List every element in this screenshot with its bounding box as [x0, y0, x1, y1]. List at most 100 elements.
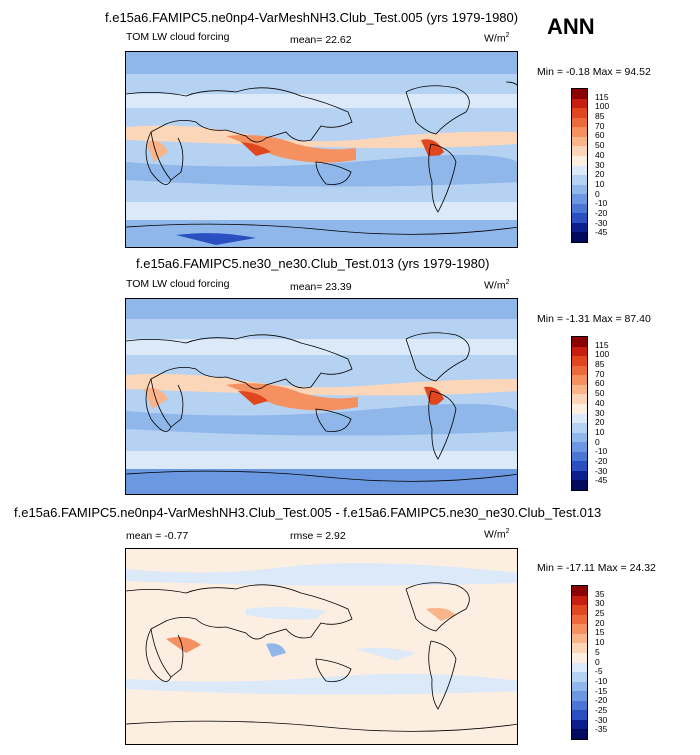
panel3-colorbar-segment [572, 672, 587, 682]
panel3-colorbar-segment [572, 605, 587, 615]
panel3-title: f.e15a6.FAMIPC5.ne0np4-VarMeshNH3.Club_T… [14, 505, 602, 520]
panel1-map [125, 51, 518, 248]
panel1-title: f.e15a6.FAMIPC5.ne0np4-VarMeshNH3.Club_T… [105, 10, 519, 25]
panel3-colorbar-segment [572, 643, 587, 653]
panel2-colorbar-tick-label: 10 [595, 426, 605, 437]
panel3-colorbar-tick-label: -10 [595, 675, 608, 686]
panel1-colorbar-tick-label: -45 [595, 227, 608, 238]
panel1-mean: mean= 22.62 [290, 34, 352, 46]
panel1-variable: TOM LW cloud forcing [126, 31, 230, 43]
panel1-colorbar-segment [572, 194, 587, 204]
panel2-title: f.e15a6.FAMIPC5.ne30_ne30.Club_Test.013 … [136, 256, 490, 271]
panel3-colorbar-tick-label: -30 [595, 714, 608, 725]
panel2-colorbar-tick-label: 100 [595, 349, 610, 360]
panel2-colorbar-tick-label: 115 [595, 339, 609, 350]
panel2-colorbar-tick-label: -20 [595, 455, 608, 466]
panel2-colorbar-segment [572, 423, 587, 433]
panel2-units: W/m2 [484, 279, 510, 292]
panel1-colorbar-tick-label: 30 [595, 159, 605, 170]
panel3-colorbar-segment [572, 633, 587, 644]
panel3-colorbar-segment [572, 586, 587, 596]
panel3-rmse: rmse = 2.92 [290, 530, 346, 542]
panel1-colorbar-segment [572, 108, 587, 118]
panel1-colorbar-segment [572, 175, 587, 185]
panel2-colorbar-segment [572, 356, 587, 366]
panel1-map-svg [126, 52, 517, 247]
panel3-colorbar-tick-label: 0 [595, 656, 600, 667]
panel1-colorbar-tick-label: -20 [595, 207, 608, 218]
panel1-colorbar-segment [572, 155, 587, 166]
panel1-colorbar-tick-label: 50 [595, 140, 605, 151]
panel3-minmax: Min = -17.11 Max = 24.32 [537, 562, 656, 574]
panel3-colorbar-segment [572, 719, 587, 730]
panel2-colorbar-tick-label: 60 [595, 378, 605, 389]
panel3-colorbar-tick-label: 25 [595, 608, 605, 619]
season-label: ANN [547, 14, 595, 39]
panel2-colorbar-tick-label: 50 [595, 388, 605, 399]
panel1-colorbar-tick-label: 40 [595, 149, 605, 160]
panel1-colorbar-segment [572, 146, 587, 156]
panel3-colorbar-tick-label: 35 [595, 588, 605, 599]
panel3-colorbar-tick-label: 30 [595, 598, 605, 609]
panel2-map-svg [126, 299, 517, 494]
panel3-colorbar-segment [572, 624, 587, 634]
panel1-colorbar-tick-label: 100 [595, 101, 610, 112]
panel2-variable: TOM LW cloud forcing [126, 278, 230, 290]
panel3-map [125, 548, 518, 745]
panel2-colorbar-segment [572, 365, 587, 376]
panel3-colorbar-segment [572, 681, 587, 692]
panel2-colorbar-segment [572, 451, 587, 462]
panel1-units: W/m2 [484, 32, 510, 45]
panel3-colorbar-tick-label: 20 [595, 617, 605, 628]
panel2-colorbar-segment [572, 346, 587, 357]
panel2-colorbar-tick-label: 0 [595, 436, 600, 447]
panel2-colorbar-segment [572, 337, 587, 347]
panel1-minmax: Min = -0.18 Max = 94.52 [537, 66, 651, 78]
panel2-colorbar-tick-label: 30 [595, 407, 605, 418]
panel3-colorbar-tick-label: 5 [595, 646, 600, 657]
panel2-colorbar-tick-label: -45 [595, 475, 608, 486]
panel2-mean: mean= 23.39 [290, 281, 352, 293]
panel3-colorbar-segment [572, 710, 587, 720]
panel3-map-svg [126, 549, 517, 744]
panel2-colorbar-segment [572, 384, 587, 395]
panel1-colorbar-tick-label: 60 [595, 130, 605, 141]
panel1-colorbar-segment [572, 127, 587, 137]
panel2-colorbar-segment [572, 432, 587, 443]
panel3-colorbar-tick-label: -15 [595, 685, 608, 696]
panel1-colorbar-segment [572, 222, 587, 233]
panel1-colorbar-tick-label: 20 [595, 169, 605, 180]
panel2-colorbar-segment [572, 461, 587, 471]
panel2-colorbar-tick-label: -30 [595, 465, 608, 476]
panel2-map [125, 298, 518, 495]
panel1-colorbar-segment [572, 184, 587, 195]
panel1-colorbar-segment [572, 213, 587, 223]
panel3-colorbar-segment [572, 700, 587, 711]
panel3-colorbar-segment [572, 691, 587, 701]
panel2-colorbar-tick-label: 85 [595, 359, 605, 370]
panel3-colorbar-tick-label: 10 [595, 637, 605, 648]
panel3-colorbar-tick-label: 15 [595, 627, 605, 638]
panel2-colorbar-segment [572, 480, 587, 490]
panel2-colorbar-segment [572, 413, 587, 424]
panel3-colorbar-tick-label: -5 [595, 666, 603, 677]
panel1-colorbar-tick-label: 10 [595, 178, 605, 189]
panel3-colorbar-segment [572, 652, 587, 663]
panel1-colorbar-tick-label: -10 [595, 198, 608, 209]
panel3-mean: mean = -0.77 [126, 530, 189, 542]
panel1-colorbar-tick-label: 70 [595, 120, 605, 131]
panel1-colorbar-segment [572, 98, 587, 109]
panel2-colorbar-segment [572, 470, 587, 481]
panel1-colorbar-tick-label: 115 [595, 91, 609, 102]
panel2-colorbar [571, 336, 588, 491]
panel1-colorbar-segment [572, 232, 587, 242]
panel3-units: W/m2 [484, 528, 510, 541]
panel2-colorbar-segment [572, 394, 587, 404]
panel3-colorbar-segment [572, 595, 587, 606]
panel3-colorbar-segment [572, 614, 587, 625]
panel1-colorbar-segment [572, 89, 587, 99]
panel2-colorbar-segment [572, 442, 587, 452]
panel3-colorbar-segment [572, 729, 587, 739]
panel2-colorbar-tick-label: 20 [595, 417, 605, 428]
panel3-colorbar-segment [572, 662, 587, 673]
